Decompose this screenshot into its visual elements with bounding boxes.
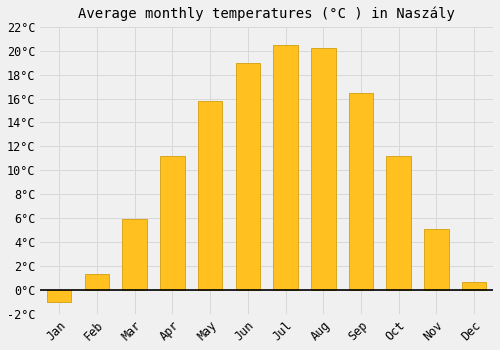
- Bar: [160, 156, 184, 290]
- Bar: [84, 274, 109, 290]
- Bar: [424, 229, 448, 290]
- Bar: [462, 282, 486, 290]
- Bar: [348, 92, 374, 290]
- Title: Average monthly temperatures (°C ) in Naszály: Average monthly temperatures (°C ) in Na…: [78, 7, 455, 21]
- Bar: [386, 156, 411, 290]
- Bar: [122, 219, 147, 290]
- Bar: [198, 101, 222, 290]
- Bar: [236, 63, 260, 290]
- Bar: [47, 290, 72, 302]
- Bar: [311, 48, 336, 290]
- Bar: [274, 45, 298, 290]
